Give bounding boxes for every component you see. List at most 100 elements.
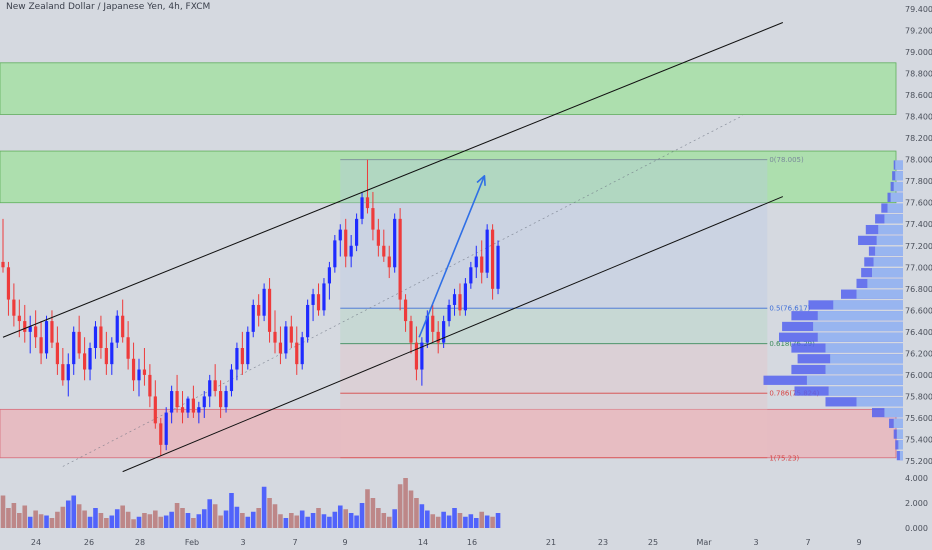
candle-body: [295, 342, 299, 365]
volume-bar: [245, 516, 251, 528]
volume-bar: [93, 508, 98, 528]
candle-body: [452, 294, 457, 305]
volume-bar: [452, 508, 457, 528]
volume-profile-row-inner: [896, 429, 903, 439]
volume-bar: [272, 504, 278, 528]
candle-body: [1, 261, 5, 268]
volume-bar: [354, 515, 359, 528]
volume-bar: [256, 508, 261, 528]
time-axis-tick-label: 26: [84, 538, 94, 547]
candle-body: [246, 331, 250, 365]
candle-body: [463, 283, 467, 311]
volume-bar: [180, 508, 185, 528]
candle-body: [262, 288, 266, 316]
volume-bar: [109, 515, 115, 528]
volume-profile-row-inner: [817, 332, 903, 342]
volume-profile-row-inner: [806, 375, 903, 385]
candle-body: [34, 326, 38, 338]
candle-body: [191, 398, 195, 413]
candle-body: [235, 348, 239, 370]
candle-body: [355, 218, 359, 246]
price-axis-tick-label: 78.800: [905, 70, 932, 79]
price-axis-tick-label: 75.400: [905, 435, 932, 444]
candle-body: [431, 315, 435, 332]
volume-bar: [321, 514, 327, 528]
volume-profile-row-inner: [884, 214, 903, 224]
candle-body: [458, 294, 462, 311]
candle-body: [289, 326, 293, 343]
volume-bar: [381, 513, 387, 528]
candle-body: [213, 380, 217, 392]
candle-body: [311, 294, 315, 305]
volume-profile-row-inner: [867, 278, 903, 289]
volume-profile-row-inner: [817, 311, 903, 321]
volume-bar: [446, 515, 452, 528]
volume-bar: [158, 516, 164, 528]
volume-bar: [332, 511, 338, 528]
volume-bar: [484, 515, 490, 528]
price-axis-tick-label: 79.000: [905, 48, 932, 57]
volume-bar: [191, 518, 196, 528]
price-axis-tick-label: 76.600: [905, 306, 932, 315]
volume-bar: [125, 511, 131, 528]
candle-body: [137, 369, 141, 381]
candle-body: [300, 337, 304, 365]
volume-bar: [397, 484, 403, 528]
volume-profile-row-inner: [873, 257, 903, 267]
time-axis-tick-label: 21: [546, 538, 556, 547]
time-axis-tick-label: 14: [418, 538, 428, 547]
candle-body: [403, 299, 408, 322]
time-axis-tick-label: 28: [135, 538, 145, 547]
upper-supply-zone: [0, 62, 897, 115]
volume-bar: [44, 515, 49, 528]
volume-bar: [65, 500, 71, 528]
time-axis-tick-label: Mar: [696, 538, 712, 547]
volume-bar: [82, 510, 87, 528]
volume-bar: [218, 515, 223, 528]
candle-body: [491, 229, 495, 289]
volume-bar: [223, 510, 229, 528]
price-axis-tick-label: 76.000: [905, 371, 932, 380]
volume-bar: [473, 518, 479, 528]
volume-bar: [463, 516, 468, 528]
volume-profile-row-inner: [828, 386, 903, 396]
volume-bar: [365, 489, 370, 528]
candle-body: [316, 294, 321, 311]
candle-body: [306, 304, 310, 338]
time-axis-tick-label: 9: [856, 538, 861, 547]
volume-bar: [153, 510, 158, 528]
candle-body: [442, 321, 446, 343]
volume-bar: [310, 513, 316, 528]
volume-bar: [240, 513, 245, 528]
candle-body: [61, 364, 65, 381]
volume-profile-row-inner: [872, 268, 903, 278]
volume-bar: [17, 513, 22, 528]
volume-bar: [33, 510, 38, 528]
volume-profile-row-inner: [887, 203, 903, 213]
candle-body: [170, 391, 174, 413]
candle-body: [496, 245, 500, 289]
volume-bar: [479, 511, 485, 528]
volume-bar: [337, 505, 343, 528]
candle-body: [39, 337, 43, 354]
candle-body: [469, 267, 473, 284]
volume-profile-row-inner: [856, 397, 903, 407]
volume-bar: [343, 509, 349, 528]
candle-body: [387, 256, 391, 268]
candle-body: [110, 342, 114, 365]
volume-bar: [327, 516, 332, 528]
volume-bar: [267, 498, 272, 528]
volume-profile-row-inner: [890, 192, 903, 202]
time-axis-tick-label: 3: [753, 538, 758, 547]
candle-body: [126, 337, 130, 359]
time-axis-tick-label: 25: [648, 538, 658, 547]
time-axis-tick-label: 7: [805, 538, 810, 547]
volume-bar: [104, 518, 109, 528]
volume-bar: [174, 503, 180, 528]
candle-body: [202, 396, 206, 408]
volume-bar: [147, 514, 153, 528]
candle-body: [72, 331, 76, 365]
price-axis-tick-label: 77.200: [905, 242, 932, 251]
